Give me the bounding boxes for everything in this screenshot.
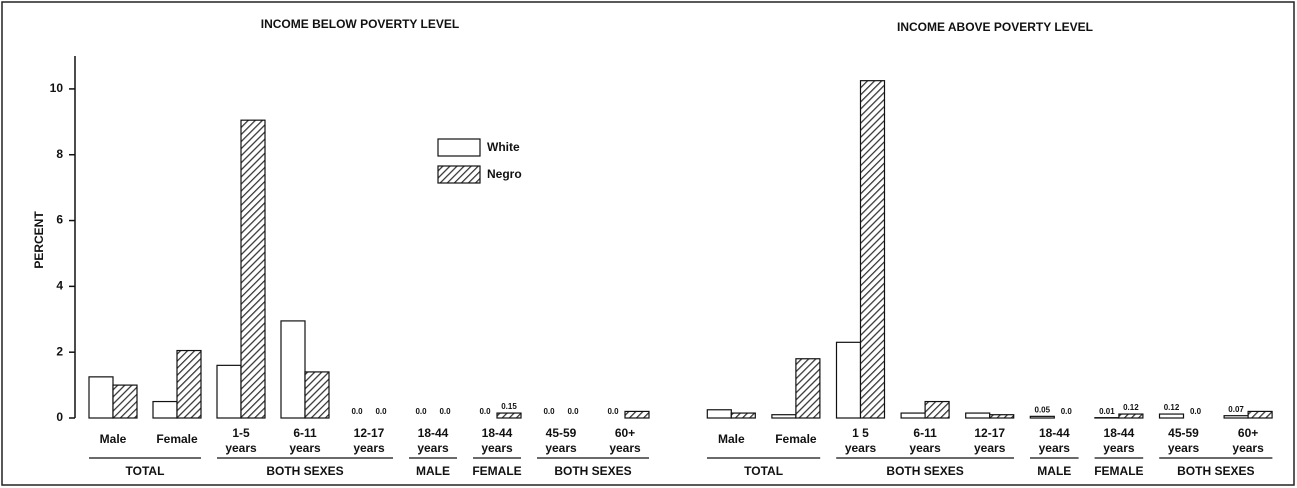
- value-label: 0.0: [607, 407, 619, 416]
- value-label: 0.0: [351, 407, 363, 416]
- group-label: BOTH SEXES: [886, 464, 963, 478]
- x-tick-label: years: [1168, 441, 1200, 455]
- bar: [304, 371, 330, 419]
- legend-label: Negro: [487, 167, 522, 181]
- x-tick-label: years: [1039, 441, 1071, 455]
- x-tick-label: 18-44: [1104, 426, 1135, 440]
- bar: [152, 400, 178, 419]
- x-tick-label: 1 5: [852, 426, 869, 440]
- x-tick-label: years: [225, 441, 257, 455]
- bar: [900, 412, 926, 419]
- bar: [835, 341, 862, 419]
- bar: [1247, 410, 1273, 419]
- bar: [965, 412, 991, 419]
- legend-swatch: [437, 138, 481, 157]
- x-tick-label: 1-5: [232, 426, 250, 440]
- x-tick-label: years: [609, 441, 641, 455]
- x-tick-label: Female: [156, 432, 198, 446]
- y-tick-label: 6: [56, 213, 63, 227]
- bar: [176, 349, 202, 419]
- x-tick-label: 18-44: [418, 426, 449, 440]
- x-tick-label: 6-11: [913, 426, 937, 440]
- y-axis-label: PERCENT: [32, 211, 46, 269]
- x-tick-label: 60+: [615, 426, 635, 440]
- value-label: 0.05: [1035, 405, 1051, 414]
- value-label: 0.0: [543, 407, 555, 416]
- bar: [112, 384, 138, 419]
- value-label: 0.12: [1164, 403, 1180, 412]
- panel-title: INCOME ABOVE POVERTY LEVEL: [897, 20, 1093, 34]
- x-tick-label: years: [289, 441, 321, 455]
- bar: [624, 410, 650, 419]
- group-label: FEMALE: [472, 464, 521, 478]
- x-tick-label: 18-44: [482, 426, 513, 440]
- bar: [1118, 413, 1144, 419]
- x-tick-label: 12-17: [974, 426, 1005, 440]
- bar: [280, 320, 306, 419]
- bar: [989, 414, 1015, 419]
- group-label: MALE: [1037, 464, 1071, 478]
- bar: [496, 412, 522, 419]
- value-label: 0.15: [501, 402, 517, 411]
- bar: [706, 409, 732, 419]
- x-tick-label: 18-44: [1039, 426, 1070, 440]
- x-tick-label: years: [1232, 441, 1264, 455]
- value-label: 0.12: [1123, 403, 1139, 412]
- legend-label: White: [487, 140, 520, 154]
- group-label: TOTAL: [744, 464, 783, 478]
- x-tick-label: 12-17: [354, 426, 385, 440]
- bar: [795, 358, 821, 419]
- group-label: TOTAL: [126, 464, 165, 478]
- x-tick-label: years: [417, 441, 449, 455]
- x-tick-label: 6-11: [293, 426, 317, 440]
- legend-swatch: [437, 165, 481, 184]
- x-tick-label: years: [353, 441, 385, 455]
- x-tick-label: 45-59: [1168, 426, 1199, 440]
- x-tick-label: years: [909, 441, 941, 455]
- bar: [924, 400, 950, 419]
- group-label: BOTH SEXES: [554, 464, 631, 478]
- group-label: FEMALE: [1094, 464, 1143, 478]
- x-tick-label: 45-59: [546, 426, 577, 440]
- value-label: 0.0: [479, 407, 491, 416]
- value-label: 0.0: [567, 407, 579, 416]
- group-label: BOTH SEXES: [1177, 464, 1254, 478]
- value-label: 0.01: [1099, 407, 1115, 416]
- value-label: 0.0: [1190, 407, 1202, 416]
- x-tick-label: years: [545, 441, 577, 455]
- y-tick-label: 4: [56, 279, 63, 293]
- bar: [1029, 415, 1055, 419]
- group-label: MALE: [416, 464, 450, 478]
- x-tick-label: Male: [718, 432, 745, 446]
- bar: [1223, 415, 1249, 419]
- y-tick-label: 8: [56, 147, 63, 161]
- y-tick-label: 0: [56, 410, 63, 424]
- bar: [1158, 413, 1185, 419]
- y-tick-label: 10: [50, 81, 64, 95]
- bar: [859, 80, 886, 419]
- value-label: 0.0: [415, 407, 427, 416]
- x-tick-label: years: [481, 441, 513, 455]
- bar: [88, 376, 114, 419]
- value-label: 0.0: [439, 407, 451, 416]
- group-label: BOTH SEXES: [266, 464, 343, 478]
- y-tick-label: 2: [56, 344, 63, 358]
- bar: [771, 414, 797, 419]
- panel-title: INCOME BELOW POVERTY LEVEL: [261, 17, 459, 31]
- x-tick-label: Male: [100, 432, 127, 446]
- x-tick-label: years: [1103, 441, 1135, 455]
- bar: [216, 364, 242, 419]
- bar: [730, 412, 756, 419]
- bar: [240, 119, 266, 419]
- value-label: 0.0: [1061, 407, 1073, 416]
- x-tick-label: years: [974, 441, 1006, 455]
- x-tick-label: 60+: [1238, 426, 1258, 440]
- x-tick-label: years: [845, 441, 877, 455]
- value-label: 0.0: [375, 407, 387, 416]
- x-tick-label: Female: [775, 432, 817, 446]
- value-label: 0.07: [1228, 405, 1244, 414]
